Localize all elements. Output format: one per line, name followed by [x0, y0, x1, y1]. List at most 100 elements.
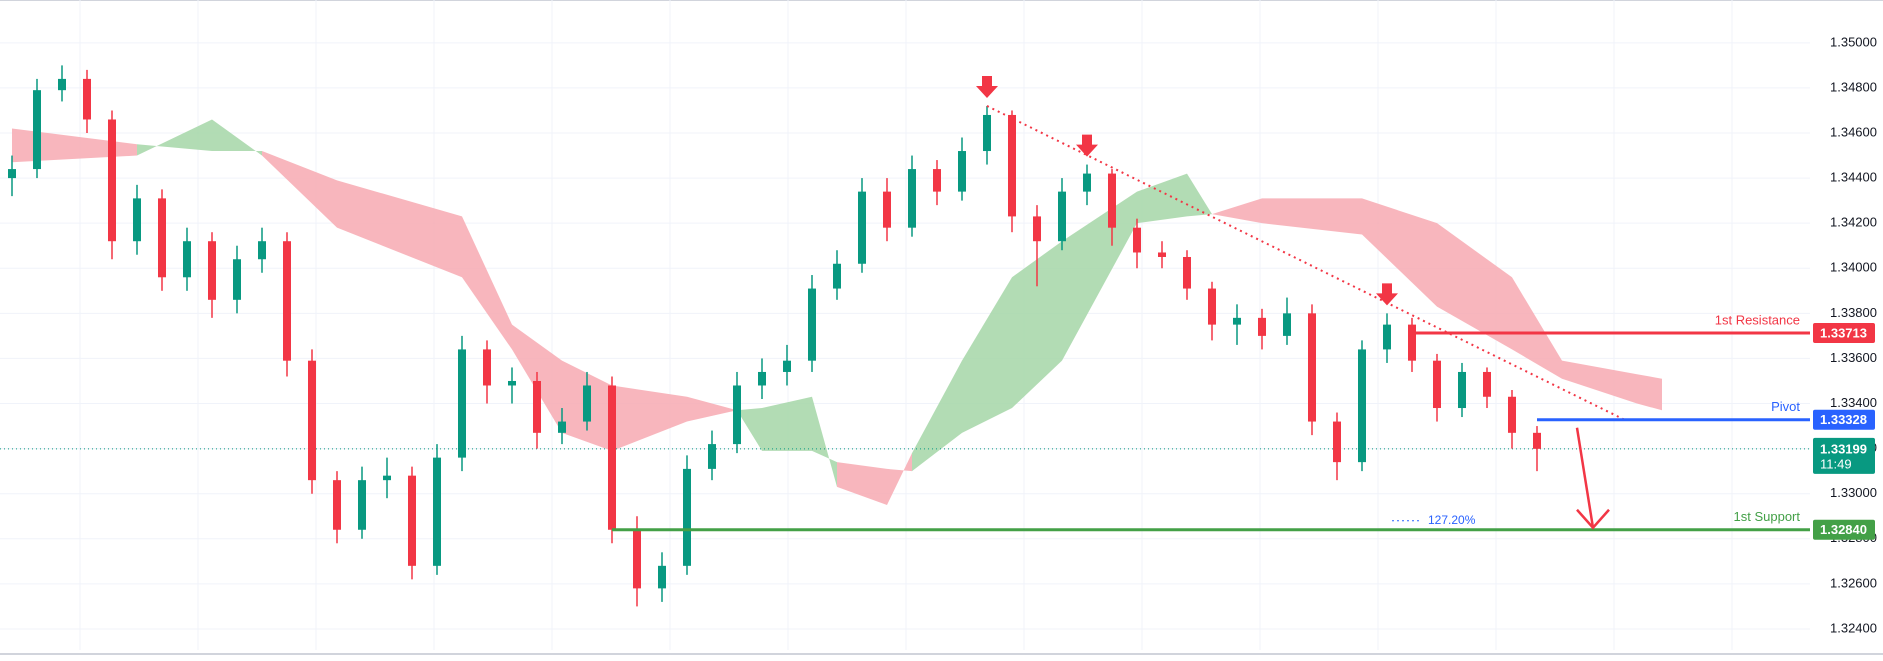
candle-body [458, 349, 466, 458]
price-tag [1813, 519, 1875, 540]
y-tick-label: 1.34400 [1830, 170, 1877, 185]
candle-body [758, 371, 766, 386]
y-tick-label: 1.34800 [1830, 79, 1877, 94]
candle-body [658, 565, 666, 589]
fib-label: 127.20% [1428, 513, 1476, 527]
signal-arrow [1076, 134, 1098, 157]
cloud-segment [887, 453, 912, 505]
candle-body [358, 480, 366, 530]
candle-body [433, 457, 441, 566]
candle-body [1008, 114, 1016, 217]
candle-body [383, 475, 391, 481]
candle-body [58, 78, 66, 91]
candle-body [508, 380, 516, 386]
cloud-segment [1637, 374, 1662, 411]
level-name: 1st Support [1734, 509, 1801, 524]
y-tick-label: 1.33800 [1830, 305, 1877, 320]
candle-body [1258, 317, 1266, 336]
countdown-label: 11:49 [1820, 456, 1852, 471]
cloud-segment [762, 396, 812, 451]
candle-body [1333, 421, 1341, 463]
candle-body [908, 169, 916, 228]
candle-body [1233, 317, 1241, 325]
candle-body [683, 468, 691, 566]
price-tag-label: 1.33713 [1820, 325, 1867, 340]
cloud-segment [1062, 191, 1137, 361]
candle-body [1358, 349, 1366, 463]
cloud-segment [737, 408, 762, 451]
candle-body [858, 191, 866, 264]
candle-body [1508, 396, 1516, 433]
candle-body [708, 444, 716, 469]
cloud-segment [462, 216, 512, 350]
candle-body [958, 151, 966, 192]
projection-arrow [1575, 427, 1595, 528]
candle-body [8, 169, 16, 179]
candle-body [333, 480, 341, 530]
candle-body [1083, 173, 1091, 192]
price-tag [1813, 409, 1875, 430]
y-tick-label: 1.34200 [1830, 215, 1877, 230]
candle-body [633, 529, 641, 589]
level-name: Pivot [1771, 399, 1800, 414]
y-tick-label: 1.34600 [1830, 124, 1877, 139]
candle-body [583, 385, 591, 422]
candle-body [1433, 360, 1441, 409]
y-tick-label: 1.34000 [1830, 260, 1877, 275]
candle-body [158, 198, 166, 278]
cloud-segment [687, 396, 737, 422]
price-tag-label: 1.33328 [1820, 412, 1867, 427]
candle-body [208, 241, 216, 300]
candle-body [558, 421, 566, 433]
y-tick-label: 1.32600 [1830, 575, 1877, 590]
candle-body [808, 288, 816, 361]
candle-body [1058, 191, 1066, 242]
candle-body [1183, 256, 1191, 289]
candle-body [533, 380, 541, 433]
y-tick-label: 1.35000 [1830, 34, 1877, 49]
cloud-segment [262, 151, 337, 228]
cloud-segment [1362, 198, 1437, 307]
candle-body [183, 241, 191, 278]
candle-body [1133, 227, 1141, 253]
cloud-segment [962, 277, 1012, 433]
candle-body [308, 360, 316, 481]
candle-body [1383, 324, 1391, 350]
candle-body [833, 263, 841, 289]
candle-body [933, 169, 941, 192]
cloud-segment [337, 180, 462, 278]
cloud-segment [212, 119, 262, 156]
plot: 1.35000 1.34800 1.34600 1.34400 1.34200 1.340… [0, 34, 1877, 635]
candle-body [733, 385, 741, 445]
candle-body [1158, 252, 1166, 257]
cloud-segment [612, 385, 687, 451]
candle-body [283, 241, 291, 361]
trend-line [986, 105, 1625, 421]
projection-arrow-head [1576, 508, 1610, 530]
signal-arrow [976, 75, 998, 98]
candle-body [1458, 371, 1466, 409]
candle-body [608, 385, 616, 530]
candle-body [1208, 288, 1216, 325]
candle-body [883, 191, 891, 228]
y-tick-label: 1.33600 [1830, 350, 1877, 365]
cloud-segment [1012, 241, 1062, 409]
level-name: 1st Resistance [1715, 312, 1800, 327]
cloud-segment [1562, 360, 1637, 404]
cloud-segment [1137, 173, 1187, 224]
cloud-segment [1262, 198, 1362, 235]
candle-body [408, 475, 416, 566]
candle-body [783, 360, 791, 372]
cloud-segment [837, 462, 887, 505]
candle-body [1483, 371, 1491, 397]
cloud-segment [1212, 198, 1262, 224]
last-price-tag [1813, 437, 1875, 474]
cloud-segment [1437, 223, 1512, 350]
candle-body [1033, 216, 1041, 242]
candle-body [233, 259, 241, 300]
candle-body [133, 198, 141, 242]
candle-body [983, 114, 991, 152]
y-tick-label: 1.33000 [1830, 485, 1877, 500]
